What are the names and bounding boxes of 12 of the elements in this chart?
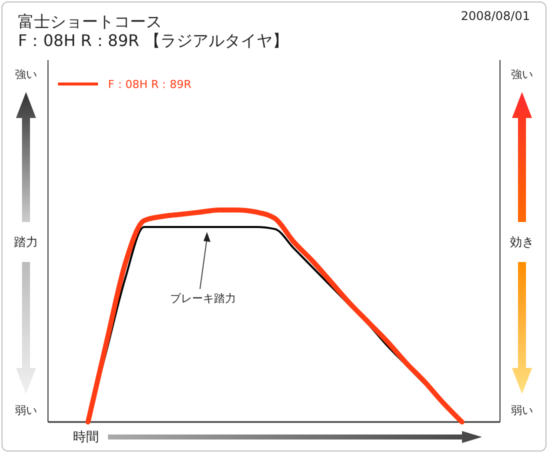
text: 強い	[15, 68, 37, 81]
text: 2008/08/01	[460, 9, 530, 23]
text: 強い	[511, 68, 533, 81]
chart-title: 富士ショートコース	[18, 12, 162, 31]
legend-label: F：08H R：89R	[108, 78, 192, 91]
chart-subtitle: F：08H R：89R 【ラジアルタイヤ】	[18, 31, 288, 50]
y-axis-title: 踏力	[14, 235, 38, 249]
annotation: ブレーキ踏力	[170, 292, 236, 305]
x-axis-title: 時間	[73, 430, 99, 445]
text: 弱い	[511, 404, 533, 417]
y2-axis-title: 効き	[510, 235, 534, 249]
text: 弱い	[15, 404, 37, 417]
